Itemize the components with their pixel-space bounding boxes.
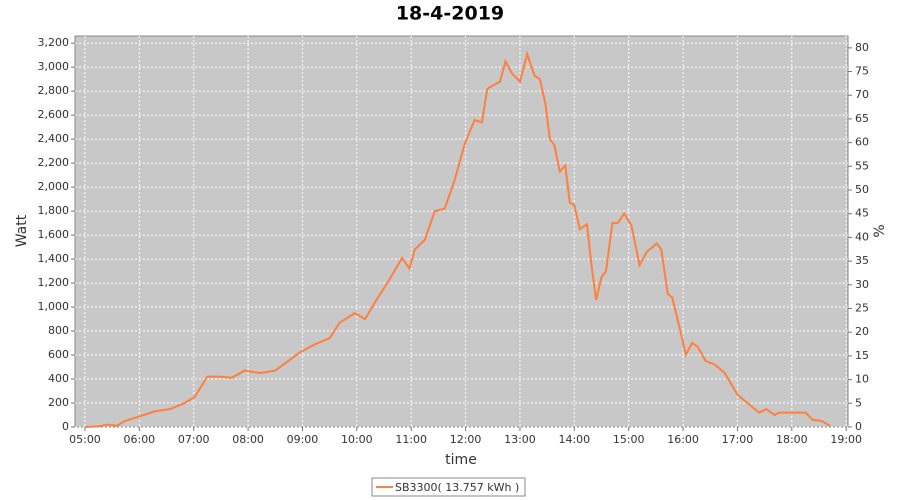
y2-tick-label: 40 [855,230,869,243]
y2-axis-label: % [872,224,888,237]
y-tick-label: 1,200 [38,276,70,289]
y2-tick-label: 10 [855,373,869,386]
y2-tick-label: 55 [855,159,869,172]
x-tick-label: 06:00 [123,433,155,446]
y-tick-label: 1,600 [38,228,70,241]
y2-tick-label: 0 [855,420,862,433]
data-line [84,50,831,428]
legend [371,477,526,497]
x-axis-label: time [445,452,477,468]
y-tick-label: 400 [48,372,69,385]
y2-tick-label: 20 [855,325,869,338]
x-tick-label: 05:00 [69,433,101,446]
y-tick-label: 2,800 [38,84,70,97]
y-tick-label: 2,400 [38,132,70,145]
x-tick-label: 07:00 [178,433,210,446]
y2-tick-label: 60 [855,136,869,149]
x-tick-label: 14:00 [558,433,590,446]
y2-tick-label: 30 [855,278,869,291]
y-tick-label: 2,000 [38,180,70,193]
chart-title: 18-4-2019 [396,3,504,25]
y2-tick-label: 45 [855,207,869,220]
x-tick-label: 08:00 [232,433,264,446]
x-tick-label: 09:00 [287,433,319,446]
x-tick-label: 19:00 [830,433,862,446]
x-tick-label: 16:00 [667,433,699,446]
y-tick-label: 800 [48,324,69,337]
y-tick-label: 0 [62,420,69,433]
y2-tick-label: 80 [855,41,869,54]
y2-tick-label: 70 [855,88,869,101]
y-tick-label: 1,800 [38,204,70,217]
x-tick-label: 17:00 [722,433,754,446]
x-tick-label: 15:00 [613,433,645,446]
plot-area [74,35,849,428]
y2-tick-label: 25 [855,302,869,315]
y-tick-label: 1,000 [38,300,70,313]
x-tick-label: 13:00 [504,433,536,446]
y-tick-label: 1,400 [38,252,70,265]
x-tick-label: 11:00 [395,433,427,446]
y2-tick-label: 50 [855,183,869,196]
y-axis-label: Watt [14,214,30,247]
y2-tick-label: 65 [855,112,869,125]
y2-tick-label: 15 [855,349,869,362]
y2-tick-label: 35 [855,254,869,267]
x-tick-label: 18:00 [776,433,808,446]
x-tick-label: 12:00 [450,433,482,446]
y-tick-label: 200 [48,396,69,409]
y2-tick-label: 5 [855,396,862,409]
y-tick-label: 600 [48,348,69,361]
y-tick-label: 3,200 [38,36,70,49]
y-tick-label: 3,000 [38,60,70,73]
y-tick-label: 2,200 [38,156,70,169]
x-tick-label: 10:00 [341,433,373,446]
y2-tick-label: 75 [855,65,869,78]
y-tick-label: 2,600 [38,108,70,121]
legend-label: SB3300( 13.757 kWh ) [395,481,519,494]
